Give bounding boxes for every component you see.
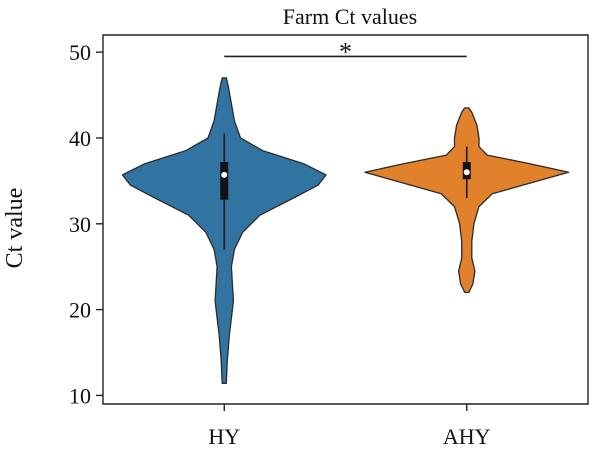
- y-tick-label: 10: [69, 383, 91, 408]
- y-tick-label: 20: [69, 298, 91, 323]
- y-tick-label: 40: [69, 126, 91, 151]
- x-tick-label: AHY: [443, 424, 491, 449]
- plot-area: 10 20 30 40 50 HY AHY *: [69, 34, 589, 449]
- median-point: [463, 169, 470, 176]
- chart-title: Farm Ct values: [283, 4, 417, 29]
- iqr-box: [220, 162, 229, 200]
- significance-marker: *: [339, 37, 352, 66]
- x-tick-label: HY: [208, 424, 240, 449]
- plot-frame: [102, 34, 589, 405]
- y-tick-label: 30: [69, 212, 91, 237]
- y-axis-label: Ct value: [2, 188, 28, 269]
- median-point: [221, 171, 228, 178]
- violin-body-ahy: [364, 107, 570, 294]
- y-tick-label: 50: [69, 40, 91, 65]
